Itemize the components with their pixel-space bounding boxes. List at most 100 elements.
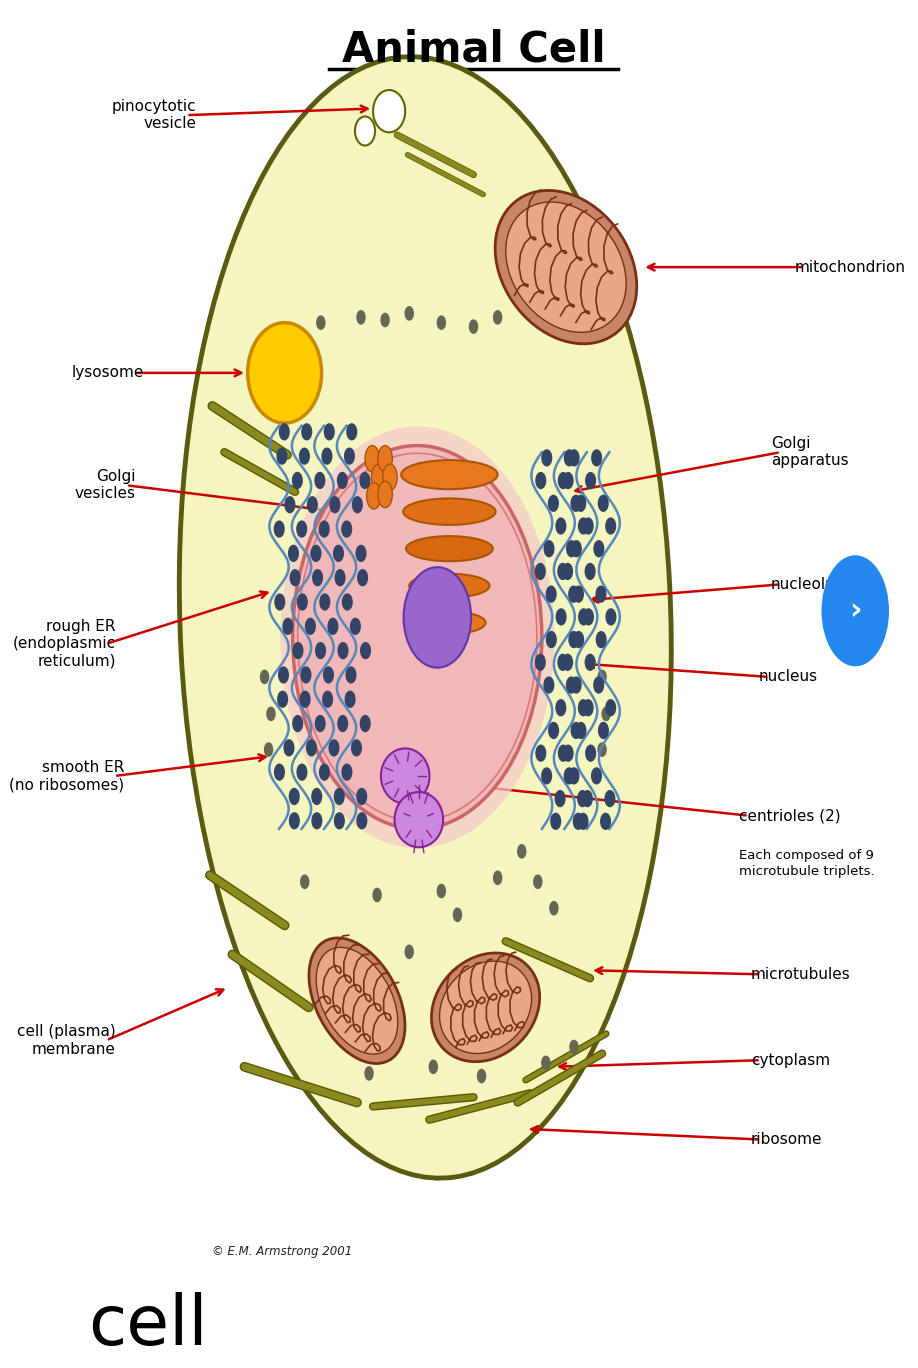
Circle shape	[569, 767, 579, 784]
Circle shape	[288, 546, 298, 561]
Circle shape	[577, 791, 588, 807]
Circle shape	[558, 473, 568, 488]
Circle shape	[297, 594, 308, 610]
Circle shape	[564, 746, 573, 761]
Ellipse shape	[506, 202, 626, 332]
Circle shape	[535, 654, 545, 670]
Circle shape	[405, 945, 413, 959]
Circle shape	[576, 495, 586, 512]
Circle shape	[586, 473, 596, 488]
Circle shape	[285, 497, 295, 513]
Circle shape	[566, 540, 577, 557]
Ellipse shape	[395, 792, 443, 847]
Circle shape	[357, 311, 365, 324]
Ellipse shape	[383, 464, 397, 491]
Circle shape	[577, 722, 586, 739]
Circle shape	[293, 643, 303, 658]
Circle shape	[592, 767, 601, 784]
Circle shape	[437, 316, 445, 330]
Circle shape	[283, 618, 293, 635]
Circle shape	[600, 814, 610, 829]
Text: nucleus: nucleus	[759, 669, 818, 684]
Ellipse shape	[248, 323, 321, 423]
Circle shape	[356, 546, 365, 561]
Circle shape	[494, 311, 501, 324]
Circle shape	[599, 670, 606, 684]
Circle shape	[346, 668, 356, 683]
Ellipse shape	[431, 953, 540, 1062]
Circle shape	[569, 587, 578, 602]
Circle shape	[338, 715, 348, 732]
Ellipse shape	[355, 116, 375, 145]
Circle shape	[542, 1056, 550, 1070]
Circle shape	[584, 609, 593, 625]
Circle shape	[293, 472, 302, 488]
Circle shape	[357, 813, 366, 829]
Circle shape	[352, 740, 362, 755]
Circle shape	[320, 594, 330, 610]
Circle shape	[583, 791, 592, 807]
Circle shape	[558, 746, 568, 761]
Circle shape	[316, 643, 325, 658]
Circle shape	[583, 700, 593, 715]
Circle shape	[565, 450, 574, 465]
Circle shape	[558, 564, 567, 580]
Circle shape	[353, 497, 363, 513]
Text: smooth ER
(no ribosomes): smooth ER (no ribosomes)	[9, 759, 124, 792]
Circle shape	[307, 740, 317, 755]
Circle shape	[285, 740, 294, 755]
Text: cell: cell	[88, 1291, 207, 1358]
Circle shape	[324, 668, 333, 683]
Circle shape	[308, 497, 318, 513]
Circle shape	[564, 473, 573, 488]
Ellipse shape	[372, 464, 386, 491]
Ellipse shape	[404, 568, 471, 668]
Circle shape	[316, 715, 325, 732]
Circle shape	[342, 765, 352, 780]
Circle shape	[606, 609, 616, 625]
Ellipse shape	[366, 483, 381, 509]
Ellipse shape	[495, 190, 637, 343]
Circle shape	[551, 814, 561, 829]
Circle shape	[578, 518, 588, 534]
Circle shape	[578, 700, 588, 715]
Circle shape	[574, 632, 584, 647]
Ellipse shape	[316, 948, 397, 1055]
Circle shape	[289, 788, 299, 804]
Circle shape	[555, 791, 565, 807]
Ellipse shape	[403, 498, 496, 525]
Circle shape	[365, 1067, 373, 1079]
Circle shape	[290, 569, 300, 586]
Circle shape	[405, 306, 413, 320]
Circle shape	[572, 540, 581, 557]
Circle shape	[301, 876, 308, 888]
Circle shape	[536, 473, 545, 488]
Circle shape	[261, 670, 269, 684]
Text: ›: ›	[849, 596, 861, 625]
Circle shape	[565, 767, 574, 784]
Circle shape	[277, 449, 286, 464]
Circle shape	[330, 497, 340, 513]
Circle shape	[594, 540, 604, 557]
Circle shape	[289, 813, 299, 829]
Circle shape	[361, 643, 370, 658]
Circle shape	[345, 691, 355, 707]
Circle shape	[341, 521, 352, 538]
Ellipse shape	[401, 460, 498, 490]
Ellipse shape	[413, 611, 486, 633]
Circle shape	[494, 871, 501, 884]
Circle shape	[322, 449, 331, 464]
Circle shape	[597, 632, 606, 647]
Circle shape	[264, 743, 273, 757]
Circle shape	[315, 472, 325, 488]
Circle shape	[300, 691, 310, 707]
Text: Golgi
vesicles: Golgi vesicles	[75, 469, 136, 502]
Circle shape	[297, 521, 307, 538]
Circle shape	[592, 450, 601, 465]
Ellipse shape	[373, 90, 405, 133]
Circle shape	[347, 424, 356, 439]
Circle shape	[453, 908, 462, 922]
Ellipse shape	[381, 748, 430, 803]
Circle shape	[583, 518, 593, 534]
Circle shape	[822, 555, 889, 666]
